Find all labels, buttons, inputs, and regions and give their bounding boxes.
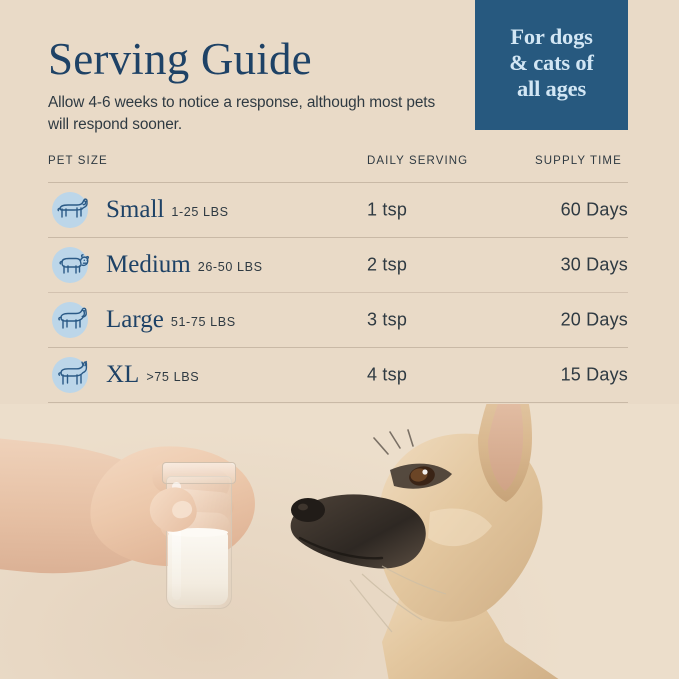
table-divider bbox=[48, 402, 628, 403]
pet-size-name: XL bbox=[106, 361, 140, 388]
table-divider bbox=[48, 347, 628, 348]
serving-table: PET SIZE DAILY SERVING SUPPLY TIME bbox=[48, 155, 628, 403]
table-divider bbox=[48, 237, 628, 238]
pet-size-name: Large bbox=[106, 306, 164, 333]
pet-size-icon-wrap bbox=[52, 247, 90, 283]
pet-size-weight: >75 LBS bbox=[146, 370, 200, 384]
milk-jar bbox=[162, 462, 236, 609]
pet-size-icon-wrap bbox=[52, 357, 88, 393]
doberman-icon bbox=[53, 360, 93, 390]
pet-size-label: Large 51-75 LBS bbox=[106, 306, 236, 334]
dog-photo bbox=[270, 404, 679, 679]
pet-size-icon-wrap bbox=[52, 302, 88, 338]
table-row: Medium 26-50 LBS 2 tsp 30 Days bbox=[48, 238, 628, 292]
pet-size-name: Medium bbox=[106, 251, 191, 278]
page-title: Serving Guide bbox=[48, 34, 312, 84]
table-row: Small 1-25 LBS 1 tsp 60 Days bbox=[48, 183, 628, 237]
bulldog-icon bbox=[53, 250, 93, 280]
table-header-row: PET SIZE DAILY SERVING SUPPLY TIME bbox=[48, 155, 628, 182]
dachshund-icon bbox=[53, 195, 93, 225]
cell-supply-time: 30 Days bbox=[560, 254, 628, 275]
table-divider bbox=[48, 292, 628, 293]
column-header-supply-time: SUPPLY TIME bbox=[535, 155, 622, 167]
badge-line-3: all ages bbox=[516, 76, 587, 101]
jar-neck bbox=[162, 462, 236, 484]
retriever-icon bbox=[53, 305, 93, 335]
cell-supply-time: 60 Days bbox=[560, 199, 628, 220]
badge-line-1: For dogs bbox=[510, 24, 593, 49]
page-subtitle: Allow 4-6 weeks to notice a response, al… bbox=[48, 94, 436, 133]
badge-line-2: & cats of bbox=[509, 50, 594, 75]
milk-surface bbox=[168, 528, 228, 537]
pet-size-weight: 1-25 LBS bbox=[171, 205, 229, 219]
table-divider bbox=[48, 182, 628, 183]
cell-daily-serving: 2 tsp bbox=[367, 254, 408, 275]
pet-size-weight: 51-75 LBS bbox=[170, 315, 236, 329]
jar-highlight bbox=[172, 482, 181, 600]
promo-badge: For dogs & cats of all ages bbox=[475, 0, 628, 130]
pet-size-label: Small 1-25 LBS bbox=[106, 196, 229, 224]
cell-supply-time: 20 Days bbox=[560, 309, 628, 330]
product-photo bbox=[0, 404, 679, 679]
cell-daily-serving: 3 tsp bbox=[367, 309, 408, 330]
column-header-daily-serving: DAILY SERVING bbox=[367, 155, 469, 167]
cell-daily-serving: 4 tsp bbox=[367, 364, 408, 385]
pet-size-name: Small bbox=[106, 196, 165, 223]
pet-size-label: Medium 26-50 LBS bbox=[106, 251, 263, 279]
icon-circle bbox=[52, 302, 88, 338]
cell-supply-time: 15 Days bbox=[560, 364, 628, 385]
pet-size-weight: 26-50 LBS bbox=[197, 260, 263, 274]
pet-size-icon-wrap bbox=[52, 192, 88, 228]
pet-size-label: XL >75 LBS bbox=[106, 361, 199, 389]
column-header-pet-size: PET SIZE bbox=[48, 155, 108, 167]
table-row: XL >75 LBS 4 tsp 15 Days bbox=[48, 348, 628, 402]
cell-daily-serving: 1 tsp bbox=[367, 199, 408, 220]
table-row: Large 51-75 LBS 3 tsp 20 Days bbox=[48, 293, 628, 347]
